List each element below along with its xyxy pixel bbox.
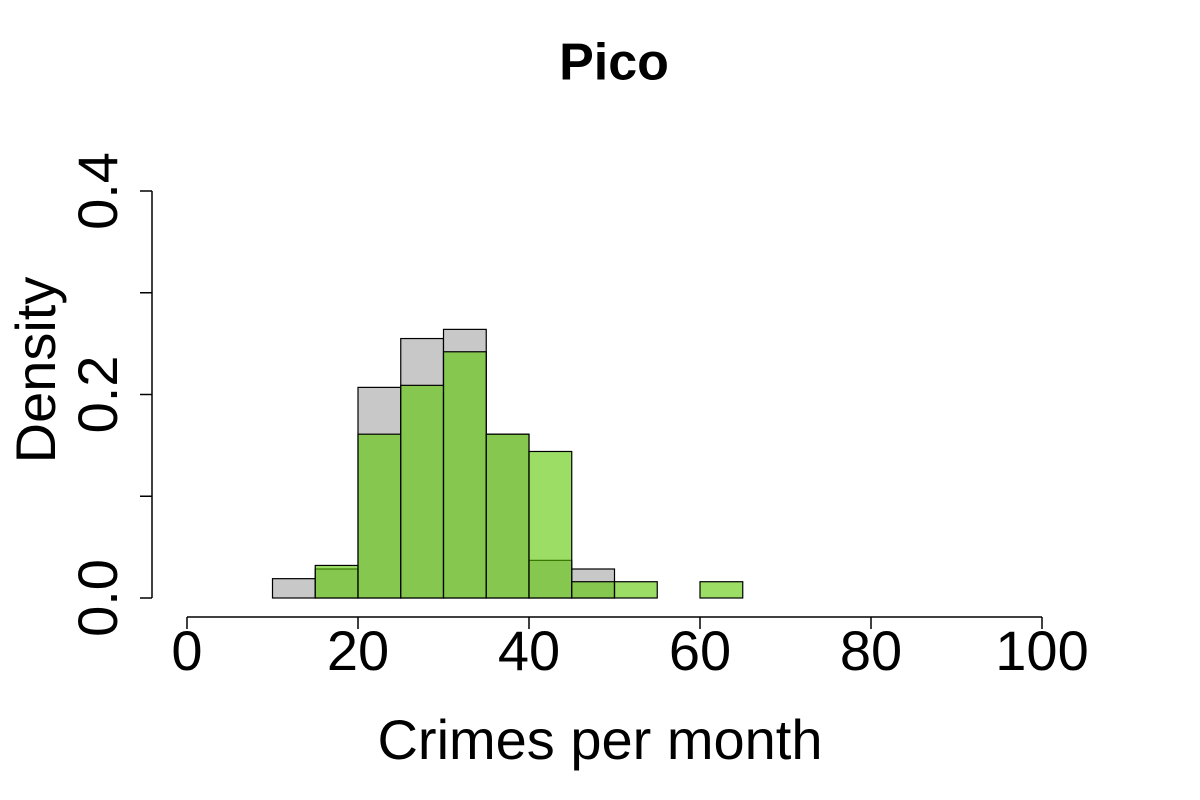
y-tick-label: 0.4 xyxy=(66,152,129,230)
histogram-bar xyxy=(699,581,744,599)
x-tick-label: 60 xyxy=(669,619,731,682)
x-tick-label: 20 xyxy=(327,619,389,682)
x-tick-label: 80 xyxy=(840,619,902,682)
y-tick-label: 0.2 xyxy=(66,356,129,434)
y-axis-label: Density xyxy=(4,277,67,464)
y-tick-label: 0.0 xyxy=(66,559,129,637)
histogram-bar xyxy=(442,351,487,599)
histogram-bar xyxy=(528,450,573,599)
chart-title: Pico xyxy=(559,34,669,92)
x-tick-label: 0 xyxy=(171,619,202,682)
histogram-bar xyxy=(613,581,658,599)
histogram-bar xyxy=(400,384,445,599)
x-axis-label: Crimes per month xyxy=(377,708,822,771)
histogram-bar xyxy=(314,564,359,599)
histogram-bar xyxy=(571,581,616,599)
histogram-bar xyxy=(357,433,402,599)
x-tick-label: 100 xyxy=(995,619,1088,682)
histogram-bar xyxy=(485,433,530,599)
x-tick-label: 40 xyxy=(498,619,560,682)
histogram-bar xyxy=(271,578,316,599)
